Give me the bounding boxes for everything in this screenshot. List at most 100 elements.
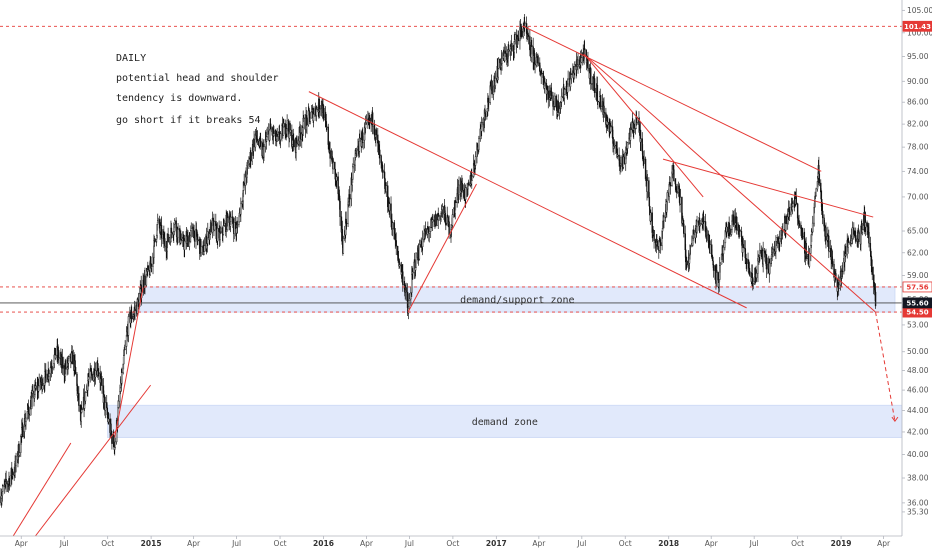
candle-body [240, 203, 242, 215]
candle-body [68, 356, 70, 359]
y-tick-label: 62.00 [907, 248, 929, 257]
candle-body [759, 249, 761, 256]
x-tick-label: Apr [360, 539, 374, 548]
candle-body [31, 390, 34, 394]
x-tick-label: Apr [532, 539, 546, 548]
candle-body [365, 120, 368, 123]
candle-body [471, 176, 473, 181]
candle-body [51, 367, 54, 369]
trendline [12, 442, 72, 537]
candle-body [504, 50, 507, 54]
candle-body [369, 117, 371, 124]
candle-body [630, 127, 632, 131]
y-tick-label: 90.00 [907, 77, 929, 86]
x-tick-label: 2018 [658, 539, 679, 548]
candle-body [828, 247, 830, 252]
candle-body [653, 230, 655, 242]
candle-body [144, 275, 146, 286]
candle-body [355, 148, 358, 151]
candle-body [554, 95, 556, 107]
candle-body [491, 80, 493, 95]
candle-body [808, 253, 811, 267]
candle-body [497, 68, 499, 78]
candle-body [425, 228, 427, 235]
x-tick-label: Apr [705, 539, 719, 548]
candle-body [445, 222, 447, 226]
candle-body [825, 227, 827, 241]
candle-body [851, 227, 854, 239]
candle-body [408, 300, 410, 307]
candle-body [381, 165, 384, 171]
candle-body [236, 224, 239, 226]
candle-body [405, 287, 407, 293]
y-tick-label: 38.00 [907, 474, 929, 483]
candle-body [745, 258, 748, 264]
candle-body [815, 188, 817, 196]
candle-body [299, 132, 302, 140]
y-tick-label: 36.00 [907, 498, 929, 507]
candle-body [650, 212, 652, 222]
candle-body [769, 263, 771, 274]
candle-body [203, 251, 205, 255]
candle-body [521, 31, 523, 37]
candle-body [458, 184, 460, 195]
levels-layer [0, 25, 902, 313]
candle-body [570, 74, 573, 79]
candle-body [222, 225, 225, 235]
candle-body [382, 169, 384, 172]
y-tick-label: 100.00 [907, 28, 932, 37]
candle-body [230, 216, 232, 222]
y-tick-label: 48.00 [907, 366, 929, 375]
annotation-pattern: potential head and shoulder [116, 73, 279, 84]
candle-body [103, 394, 106, 398]
candle-body [94, 370, 97, 378]
candle-body [377, 134, 379, 144]
candle-body [788, 211, 791, 215]
candle-body [263, 146, 265, 158]
candle-body [302, 117, 305, 119]
trendline [662, 158, 874, 218]
candle-body [327, 126, 329, 145]
y-tick-label: 70.00 [907, 192, 929, 201]
candle-body [213, 221, 216, 231]
candle-body [428, 231, 430, 234]
candle-body [74, 367, 77, 375]
candle-body [699, 223, 702, 225]
candle-body [220, 227, 222, 233]
y-tick-label: 65.00 [907, 227, 929, 236]
price-level-badge-label: 55.60 [906, 299, 928, 307]
candle-body [603, 105, 605, 113]
candle-body [114, 441, 116, 448]
candle-body [560, 96, 563, 103]
candle-body [435, 214, 437, 226]
price-level-badge [902, 297, 932, 309]
candle-body [755, 272, 758, 279]
candle-body [577, 59, 579, 65]
y-tick-label: 82.00 [907, 120, 929, 129]
candle-body [35, 385, 37, 389]
zone-rect [107, 404, 903, 438]
candle-body [380, 162, 383, 165]
price-level-badge-label: 101.43 [904, 23, 931, 31]
candle-body [765, 254, 768, 270]
candle-body [203, 245, 206, 252]
candle-body [372, 124, 374, 127]
candle-body [648, 197, 651, 207]
candle-body [48, 373, 50, 377]
candle-body [349, 198, 351, 200]
candle-body [197, 239, 199, 241]
candle-body [740, 230, 743, 237]
candle-body [517, 38, 520, 42]
y-tick-label: 74.00 [907, 167, 929, 176]
candle-body [676, 191, 678, 193]
candle-body [121, 372, 123, 384]
candle-body [190, 228, 192, 231]
candle-body [154, 238, 156, 242]
trendline [114, 287, 144, 438]
candle-body [706, 229, 708, 236]
candle-body [785, 215, 787, 224]
candle-body [722, 247, 725, 255]
candle-body [603, 112, 606, 114]
